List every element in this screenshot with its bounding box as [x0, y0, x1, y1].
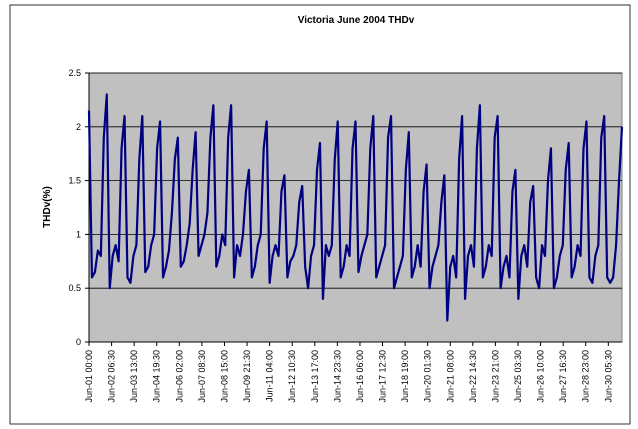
x-tick-label: Jun-08 15:00 — [219, 350, 229, 403]
y-tick-label: 0.5 — [68, 283, 81, 293]
x-tick-label: Jun-14 23:30 — [332, 350, 342, 403]
x-tick-label: Jun-09 21:30 — [242, 350, 252, 403]
x-tick-label: Jun-18 19:00 — [400, 350, 410, 403]
x-tick-label: Jun-30 05:30 — [603, 350, 613, 403]
plot-area — [88, 72, 623, 343]
x-tick-label: Jun-25 03:30 — [513, 350, 523, 403]
x-tick-label: Jun-04 19:30 — [152, 350, 162, 403]
x-tick-label: Jun-26 10:00 — [536, 350, 546, 403]
chart-title: Victoria June 2004 THDv — [298, 15, 415, 26]
x-tick-label: Jun-22 14:30 — [468, 350, 478, 403]
x-tick-label: Jun-16 06:00 — [355, 350, 365, 403]
data-line — [87, 93, 624, 322]
x-tick-label: Jun-01 00:00 — [84, 350, 94, 403]
x-tick-label: Jun-20 01:30 — [423, 350, 433, 403]
y-tick-label: 1 — [76, 229, 81, 239]
x-tick-label: Jun-03 13:00 — [129, 350, 139, 403]
x-tick-label: Jun-17 12:30 — [378, 350, 388, 403]
y-tick-label: 2.5 — [68, 68, 81, 78]
y-tick-label: 0 — [76, 337, 81, 347]
y-axis-label: THDv(%) — [42, 186, 53, 228]
x-tick-label: Jun-12 10:30 — [287, 350, 297, 403]
x-tick-label: Jun-27 16:30 — [558, 350, 568, 403]
x-tick-label: Jun-07 08:30 — [197, 350, 207, 403]
x-tick-label: Jun-02 06:30 — [107, 350, 117, 403]
x-tick-label: Jun-28 23:00 — [581, 350, 591, 403]
x-tick-label: Jun-21 08:00 — [445, 350, 455, 403]
x-tick-label: Jun-13 17:00 — [310, 350, 320, 403]
y-tick-label: 2 — [76, 122, 81, 132]
y-tick-label: 1.5 — [68, 176, 81, 186]
x-tick-label: Jun-11 04:00 — [265, 350, 275, 402]
x-tick-label: Jun-23 21:00 — [490, 350, 500, 403]
x-tick-label: Jun-06 02:00 — [174, 350, 184, 403]
